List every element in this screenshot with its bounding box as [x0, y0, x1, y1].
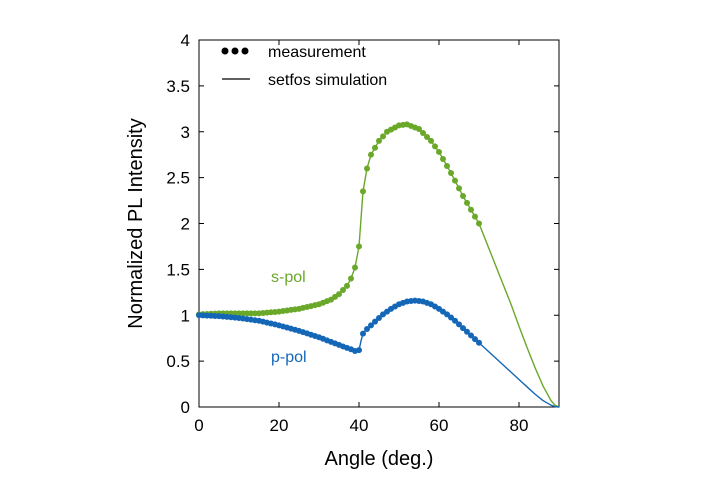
x-tick-label: 0	[194, 416, 203, 435]
s-pol-point	[424, 133, 430, 140]
p-pol-point	[452, 317, 458, 324]
p-pol-measurement-points	[196, 297, 482, 355]
y-tick-label: 4	[181, 31, 190, 50]
s-pol-point	[376, 137, 382, 144]
y-tick-label: 3.5	[166, 77, 190, 96]
p-pol-point	[460, 325, 466, 332]
p-pol-point	[476, 339, 482, 346]
y-tick-label: 2	[181, 215, 190, 234]
p-pol-label: p-pol	[271, 349, 307, 366]
legend-measurement-label: measurement	[268, 44, 366, 61]
s-pol-point	[452, 177, 458, 184]
s-pol-point	[428, 137, 434, 144]
y-tick-label: 1	[181, 306, 190, 325]
p-pol-point	[356, 347, 362, 354]
p-pol-point	[444, 311, 450, 318]
s-pol-point	[360, 188, 366, 195]
p-pol-point	[372, 318, 378, 325]
y-axis-ticks: 0 0.5 1 1.5 2 2.5 3 3.5 4	[166, 31, 559, 417]
p-pol-point	[472, 336, 478, 343]
s-pol-point	[460, 192, 466, 199]
s-pol-point	[476, 220, 482, 227]
p-pol-point	[468, 332, 474, 339]
y-tick-label: 0.5	[166, 352, 190, 371]
y-tick-label: 0	[181, 398, 190, 417]
s-pol-point	[444, 163, 450, 169]
s-pol-point	[352, 264, 358, 271]
s-pol-point	[440, 155, 446, 162]
s-pol-point	[464, 199, 470, 206]
p-pol-point	[464, 328, 470, 335]
s-pol-point	[416, 126, 422, 132]
x-tick-label: 80	[510, 416, 529, 435]
x-axis-ticks: 0 20 40 60 80	[194, 40, 528, 435]
y-axis-label: Normalized PL Intensity	[125, 118, 147, 328]
s-pol-point	[368, 151, 374, 158]
p-pol-point	[360, 330, 366, 337]
y-tick-label: 3	[181, 123, 190, 142]
p-pol-point	[376, 315, 382, 321]
p-pol-point	[364, 326, 370, 333]
legend-measurement-marker	[221, 47, 249, 55]
p-pol-point	[368, 322, 374, 329]
s-pol-simulation-line	[198, 123, 560, 408]
s-pol-point	[436, 148, 442, 155]
s-pol-point	[420, 129, 426, 136]
s-pol-point	[472, 213, 478, 220]
s-pol-point	[344, 282, 350, 289]
legend: measurement setfos simulation	[221, 44, 387, 89]
p-pol-point	[456, 321, 462, 328]
s-pol-point	[364, 165, 370, 172]
p-pol-point	[448, 314, 454, 321]
s-pol-point	[372, 144, 378, 151]
s-pol-measurement-points	[196, 121, 482, 318]
plot-border	[198, 39, 560, 408]
s-pol-point	[356, 243, 362, 250]
y-tick-label: 2.5	[166, 169, 190, 188]
s-pol-point	[348, 275, 354, 282]
s-pol-point	[456, 185, 462, 192]
plot-frame	[198, 39, 560, 408]
x-tick-label: 60	[430, 416, 449, 435]
s-pol-point	[432, 143, 438, 150]
y-tick-label: 1.5	[166, 260, 190, 279]
s-pol-point	[380, 133, 386, 140]
s-pol-label: s-pol	[271, 269, 306, 286]
s-pol-point	[468, 206, 474, 213]
x-tick-label: 40	[350, 416, 369, 435]
s-pol-point	[448, 170, 454, 177]
s-pol-point	[336, 291, 342, 298]
legend-simulation-label: setfos simulation	[268, 72, 387, 89]
series-layer	[196, 121, 560, 408]
x-tick-label: 20	[270, 416, 289, 435]
x-axis-label: Angle (deg.)	[325, 448, 434, 470]
s-pol-point	[340, 287, 346, 294]
